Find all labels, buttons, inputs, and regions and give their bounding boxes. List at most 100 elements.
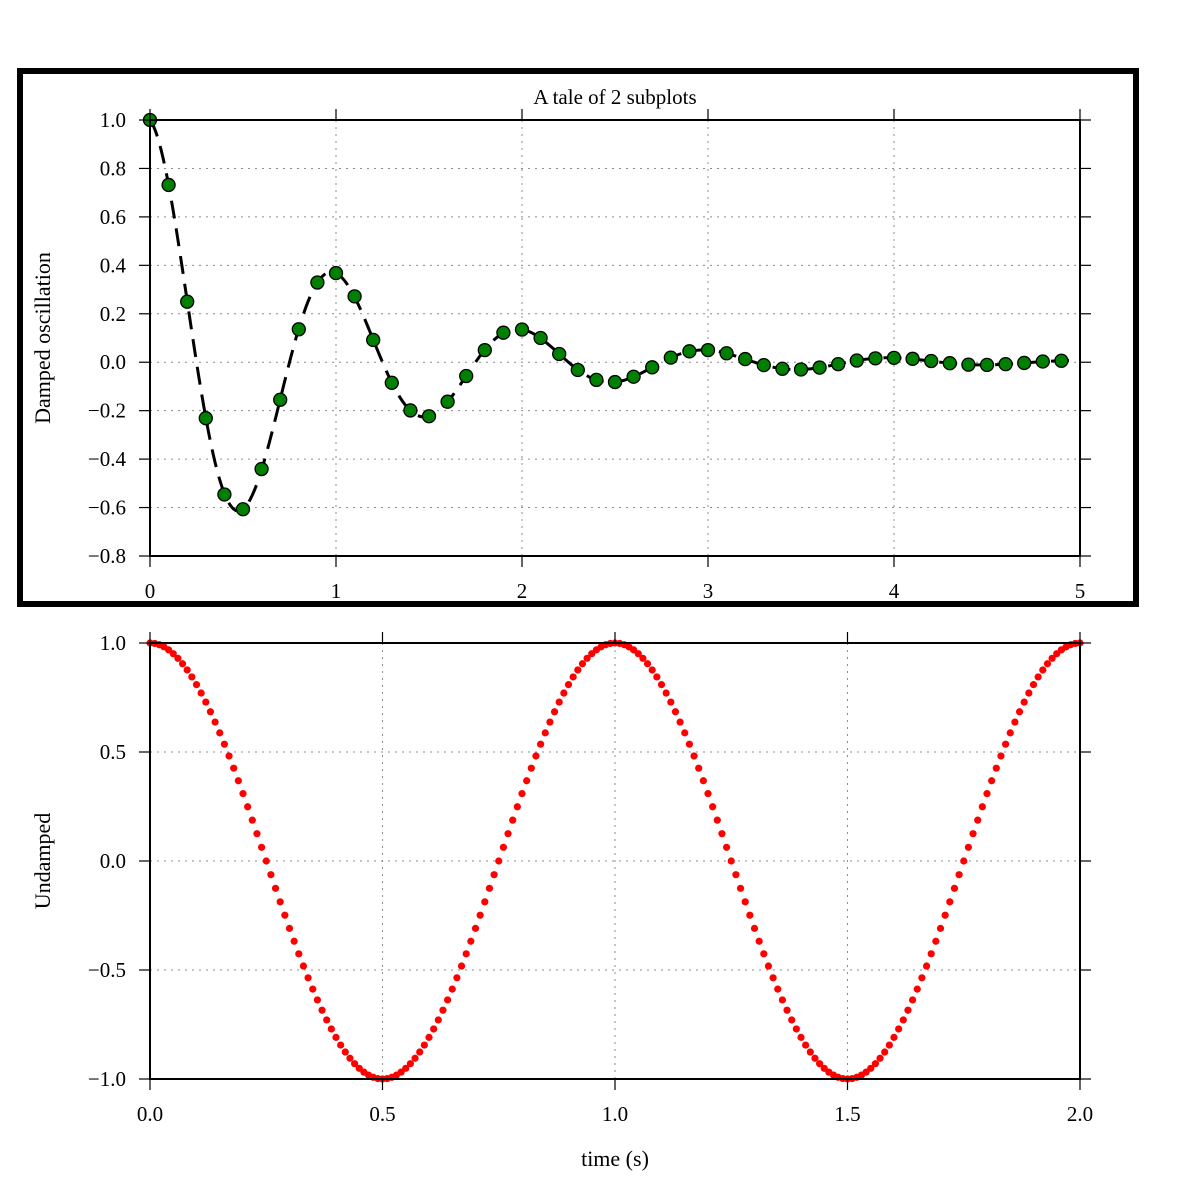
undamped-data-point [569, 673, 577, 681]
damped-data-point [607, 374, 623, 390]
undamped-data-point [718, 830, 726, 838]
y-tick-label: 0.6 [100, 205, 126, 229]
undamped-data-point [169, 650, 177, 658]
damped-data-point [552, 346, 567, 362]
undamped-data-point [537, 740, 545, 748]
undamped-data-point [555, 698, 563, 706]
damped-data-point [1054, 353, 1069, 368]
x-tick-label: 1.5 [834, 1102, 860, 1126]
x-tick-label: 0.0 [137, 1102, 163, 1126]
damped-data-point [942, 356, 957, 371]
undamped-data-point [318, 1006, 326, 1014]
undamped-data-point [234, 777, 242, 785]
undamped-data-point [509, 816, 517, 824]
undamped-data-point [258, 843, 266, 851]
damped-data-point [793, 362, 809, 377]
y-tick-label: −0.2 [88, 399, 126, 423]
undamped-data-point [332, 1033, 340, 1041]
undamped-data-point [471, 924, 480, 932]
damped-data-point [403, 403, 418, 418]
undamped-data-point [657, 681, 666, 689]
undamped-data-point [927, 950, 935, 958]
undamped-data-point [430, 1025, 438, 1033]
damped-data-point [273, 392, 288, 407]
undamped-data-point [750, 924, 759, 932]
undamped-data-point [406, 1060, 414, 1068]
undamped-data-point [950, 884, 959, 892]
y-tick-label: −0.6 [88, 496, 126, 520]
damped-data-point [775, 361, 790, 376]
undamped-data-point [476, 911, 484, 919]
damped-data-point [514, 322, 530, 337]
undamped-data-point [695, 764, 703, 772]
undamped-data-point [974, 816, 982, 824]
y-tick-label: −0.5 [88, 958, 126, 982]
undamped-data-point [178, 660, 187, 668]
undamped-data-point [457, 962, 466, 970]
undamped-data-point [295, 950, 303, 958]
damped-data-point [347, 289, 362, 304]
undamped-data-point [964, 843, 973, 851]
undamped-y-axis-label: Undamped [30, 813, 55, 910]
undamped-data-point [727, 857, 735, 865]
damped-data-point [235, 502, 251, 517]
undamped-data-point [1002, 740, 1010, 748]
undamped-data-point [560, 689, 568, 697]
undamped-data-point [774, 985, 782, 993]
undamped-data-point [1020, 698, 1028, 706]
chart-title: A tale of 2 subplots [533, 85, 696, 109]
undamped-data-point [746, 911, 754, 919]
damped-data-point [589, 372, 604, 388]
undamped-data-point [899, 1016, 907, 1024]
undamped-data-point [518, 790, 526, 798]
undamped-data-point [997, 752, 1005, 760]
undamped-data-point [890, 1033, 898, 1041]
undamped-data-point [778, 996, 787, 1004]
undamped-data-point [425, 1033, 433, 1041]
undamped-data-point [1043, 660, 1052, 668]
y-tick-label: 1.0 [100, 631, 126, 655]
damped-data-point [440, 394, 455, 409]
undamped-data-point [685, 740, 694, 748]
undamped-data-point [192, 681, 201, 689]
damped-data-point [905, 351, 920, 366]
undamped-data-point [802, 1041, 810, 1049]
undamped-data-point [583, 654, 591, 662]
undamped-data-point [988, 777, 996, 785]
undamped-data-point [946, 898, 954, 906]
damped-ticks: 0 1 2 3 4 5 −0.8 −0.6 −0.4 −0.2 0.0 0.2 0.4 0.6 0.8 1.0 [88, 108, 1091, 603]
y-tick-label: −0.8 [88, 544, 126, 568]
undamped-data-point [216, 729, 224, 737]
undamped-data-point [541, 729, 549, 737]
y-tick-label: 0.0 [100, 350, 126, 374]
undamped-data-point [267, 871, 275, 879]
undamped-data-point [713, 816, 721, 824]
undamped-data-point [871, 1060, 880, 1068]
undamped-data-point [895, 1025, 903, 1033]
damped-data-point [477, 342, 492, 358]
undamped-data-point [978, 803, 986, 811]
damped-data-point [1017, 355, 1032, 371]
undamped-data-point [932, 937, 940, 945]
undamped-data-point [467, 937, 475, 945]
undamped-data-point [183, 666, 191, 674]
undamped-data-point [885, 1041, 893, 1049]
undamped-data-point [253, 830, 261, 838]
damped-data-point [1035, 354, 1050, 369]
damped-data-point [868, 351, 883, 366]
x-tick-label: 0 [145, 579, 156, 603]
undamped-data-point [788, 1016, 796, 1024]
undamped-data-point [1048, 654, 1056, 662]
undamped-data-point [1039, 666, 1047, 674]
undamped-data-point [960, 857, 968, 865]
undamped-data-point [244, 803, 252, 811]
undamped-data-point [769, 974, 777, 982]
damped-data-point [961, 357, 976, 372]
x-tick-label: 4 [889, 579, 900, 603]
undamped-data-point [439, 1006, 447, 1014]
undamped-data-point [290, 937, 298, 945]
undamped-data-point [681, 729, 689, 737]
undamped-data-point [736, 884, 745, 892]
undamped-data-point [481, 898, 489, 906]
